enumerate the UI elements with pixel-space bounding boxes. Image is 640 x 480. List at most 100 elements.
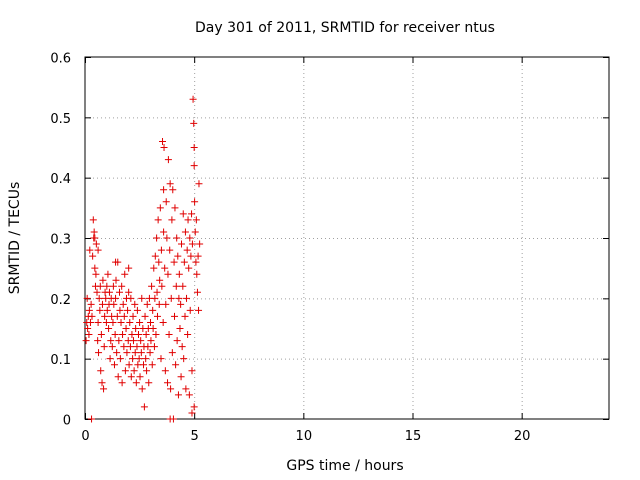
data-point: [107, 337, 115, 345]
data-point: [187, 252, 195, 260]
data-point: [121, 270, 129, 278]
data-point: [168, 216, 176, 224]
data-point: [148, 282, 156, 290]
data-point: [114, 373, 122, 381]
data-point: [167, 385, 175, 393]
data-point: [183, 294, 191, 302]
data-point: [85, 306, 93, 314]
data-point: [105, 325, 113, 332]
data-point: [103, 282, 111, 290]
data-point: [156, 204, 164, 212]
data-point: [175, 270, 183, 278]
y-tick-label: 0.2: [50, 293, 71, 308]
data-point: [188, 210, 196, 218]
data-point: [151, 252, 159, 260]
data-point: [149, 325, 157, 332]
data-point: [100, 343, 108, 351]
data-point: [165, 331, 173, 339]
data-point: [104, 270, 112, 278]
data-point: [161, 264, 169, 272]
data-point: [188, 240, 196, 248]
data-point: [92, 240, 100, 248]
data-point: [189, 95, 197, 103]
data-point: [136, 318, 144, 326]
data-point: [87, 300, 95, 308]
data-point: [120, 343, 128, 351]
axis-ticks: 0 5 10 15 20 0 0.1 0.2 0.3 0.4 0.5 0.6: [50, 52, 609, 444]
data-point: [125, 288, 133, 296]
data-point: [120, 312, 128, 320]
data-point: [173, 234, 181, 242]
data-point: [129, 312, 137, 320]
data-point: [131, 300, 139, 308]
data-point: [155, 258, 163, 266]
chart-title: Day 301 of 2011, SRMTID for receiver ntu…: [195, 20, 495, 36]
data-point: [95, 294, 103, 302]
data-point: [170, 258, 178, 266]
data-point: [101, 312, 109, 320]
data-point: [173, 337, 181, 345]
data-point: [138, 294, 146, 302]
data-point: [121, 367, 129, 375]
data-point: [127, 373, 135, 381]
data-point: [88, 415, 96, 423]
data-point: [150, 343, 158, 351]
data-point: [157, 355, 165, 363]
data-point: [91, 234, 99, 242]
data-point: [162, 300, 170, 308]
data-point: [96, 282, 104, 290]
data-point: [171, 312, 179, 320]
data-point: [177, 300, 185, 308]
data-point: [153, 288, 161, 296]
data-point: [115, 288, 123, 296]
data-point: [144, 343, 152, 351]
data-point: [163, 234, 171, 242]
data-point: [160, 228, 168, 236]
data-point: [125, 361, 133, 369]
data-point: [181, 228, 189, 236]
data-point: [123, 349, 131, 357]
data-point: [175, 294, 183, 302]
data-point: [179, 210, 187, 218]
data-point: [93, 288, 101, 296]
data-point: [179, 282, 187, 290]
data-point: [186, 234, 194, 242]
data-point: [157, 246, 165, 254]
data-point: [194, 252, 202, 260]
data-point: [98, 300, 106, 308]
data-point: [100, 385, 108, 393]
data-point: [108, 343, 116, 351]
data-point: [86, 318, 94, 326]
data-point: [153, 312, 161, 320]
data-point: [91, 264, 99, 272]
data-point: [116, 355, 124, 363]
data-point: [112, 276, 120, 284]
data-point: [124, 306, 132, 314]
data-point: [142, 331, 150, 339]
data-point: [174, 391, 182, 399]
data-point: [190, 119, 198, 127]
data-point: [140, 361, 148, 369]
data-point: [113, 349, 121, 357]
data-point: [140, 403, 148, 411]
data-point: [118, 379, 126, 387]
data-point: [164, 270, 172, 278]
data-point: [141, 312, 149, 320]
data-point: [182, 385, 190, 393]
data-point: [190, 403, 198, 411]
y-tick-label: 0.3: [50, 233, 71, 248]
data-point: [97, 367, 105, 375]
data-point: [146, 349, 154, 357]
data-point: [83, 294, 91, 302]
data-point: [166, 180, 174, 188]
data-point: [159, 137, 167, 145]
data-point: [164, 379, 172, 387]
data-point: [168, 349, 176, 357]
data-point: [178, 240, 186, 248]
data-point: [116, 306, 124, 314]
data-point: [132, 379, 140, 387]
data-point: [193, 288, 201, 296]
data-point: [180, 355, 188, 363]
